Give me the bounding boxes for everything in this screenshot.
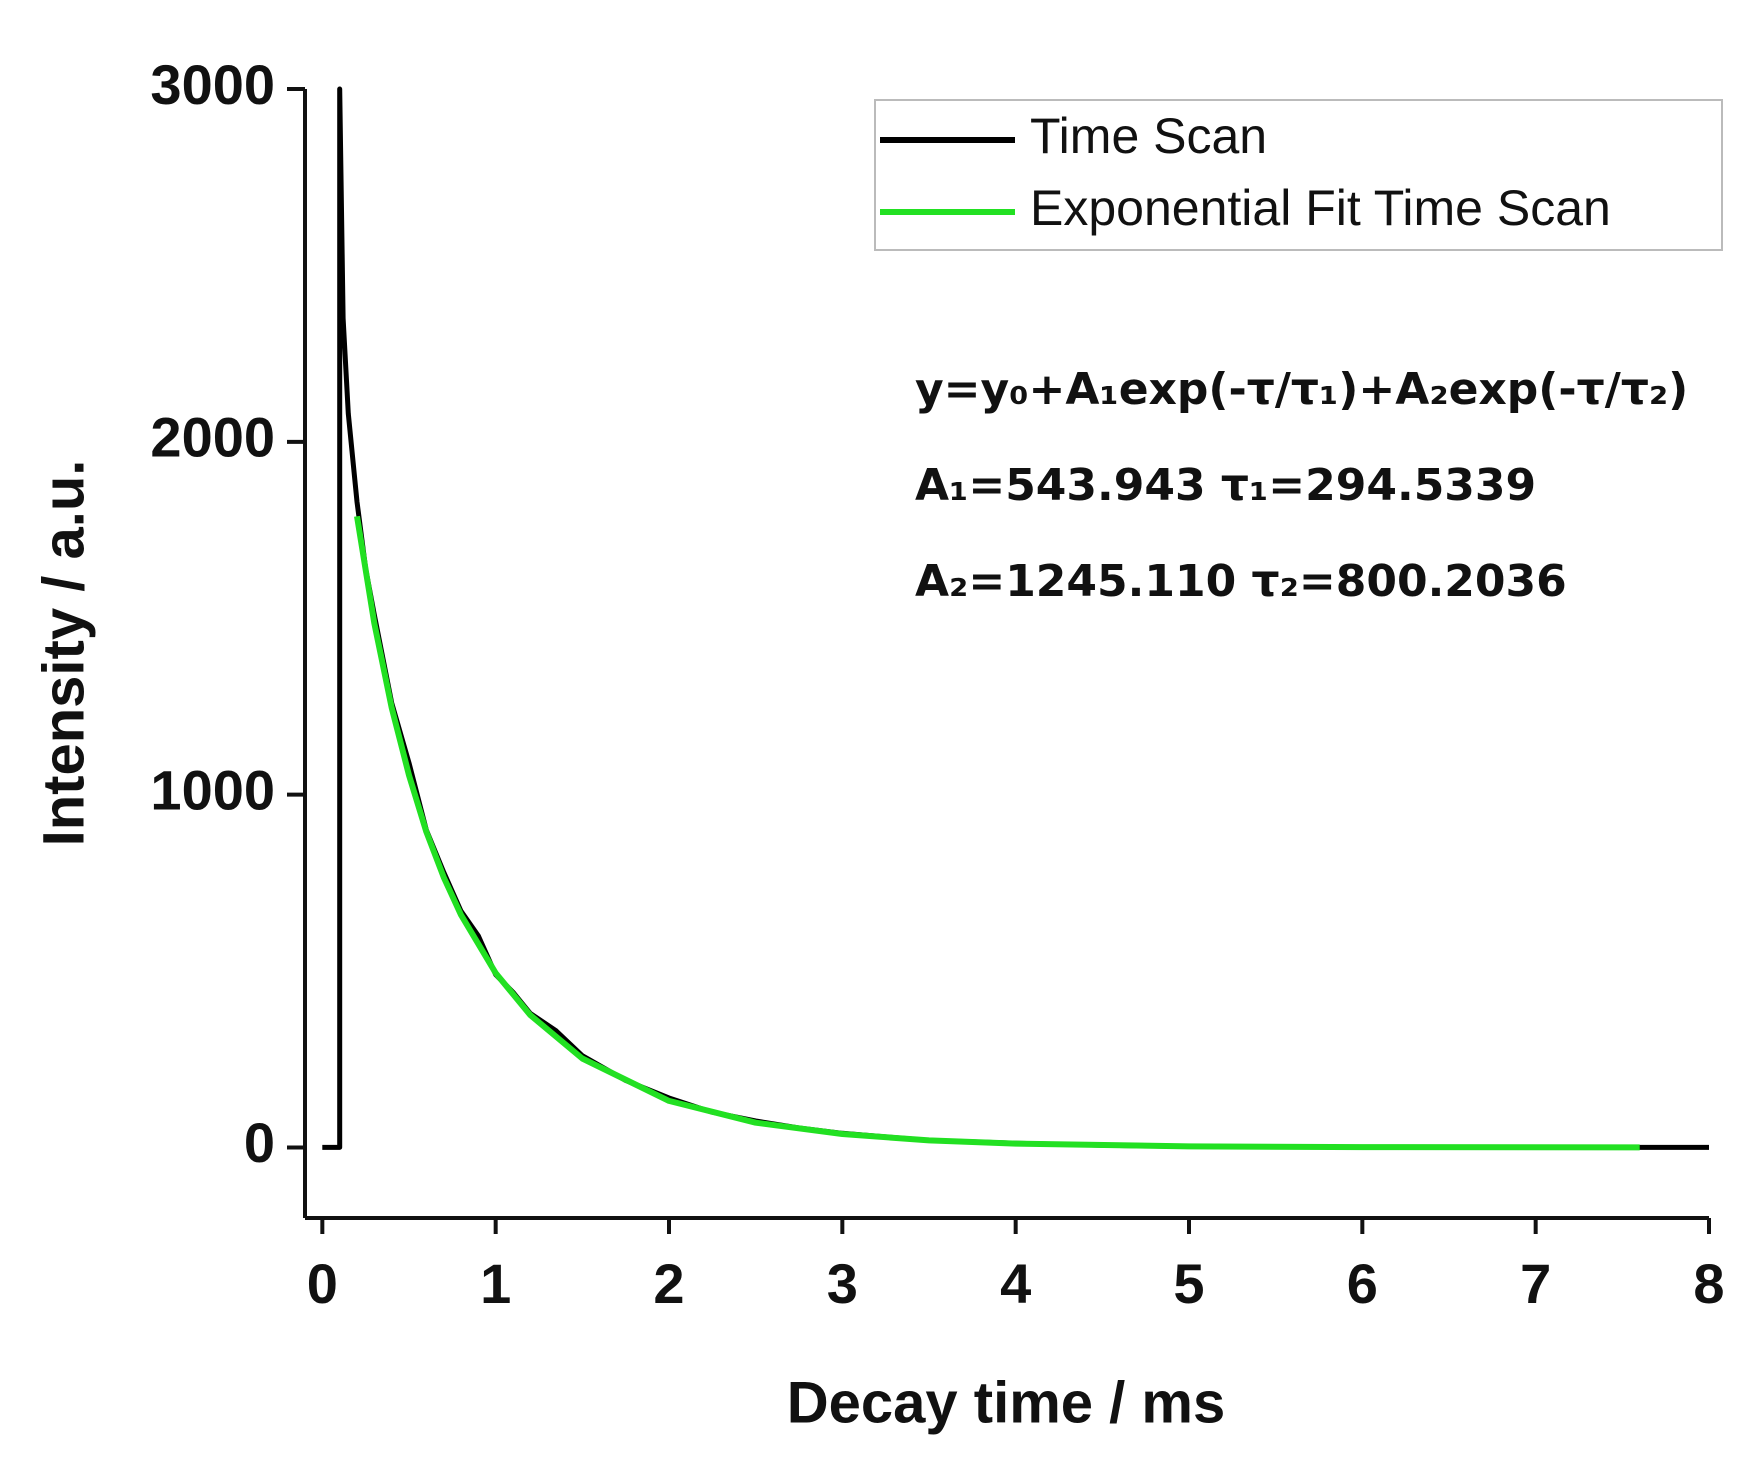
y-tick-label: 2000 <box>150 406 275 469</box>
x-tick-label: 2 <box>653 1252 684 1315</box>
y-tick-label: 1000 <box>150 758 275 821</box>
fit-annotation: A₂=1245.110 τ₂=800.2036 <box>915 556 1567 607</box>
legend-label: Exponential Fit Time Scan <box>1030 180 1611 236</box>
legend-label: Time Scan <box>1030 108 1267 164</box>
x-tick-label: 7 <box>1520 1252 1551 1315</box>
x-tick-label: 6 <box>1347 1252 1378 1315</box>
fit-annotation: y=y₀+A₁exp(-τ/τ₁)+A₂exp(-τ/τ₂) <box>915 364 1688 415</box>
x-tick-label: 5 <box>1173 1252 1204 1315</box>
y-tick-label: 3000 <box>150 53 275 116</box>
x-tick-label: 0 <box>307 1252 338 1315</box>
x-tick-label: 1 <box>480 1252 511 1315</box>
y-tick-label: 0 <box>244 1111 275 1174</box>
x-axis-title: Decay time / ms <box>787 1370 1225 1435</box>
fit-annotation: A₁=543.943 τ₁=294.5339 <box>915 460 1536 511</box>
series-line <box>354 515 1640 1151</box>
x-tick-label: 3 <box>827 1252 858 1315</box>
legend-box <box>874 99 1723 251</box>
x-tick-label: 8 <box>1693 1252 1724 1315</box>
y-axis-title: Intensity / a.u. <box>31 460 96 847</box>
x-tick-label: 4 <box>1000 1252 1031 1315</box>
